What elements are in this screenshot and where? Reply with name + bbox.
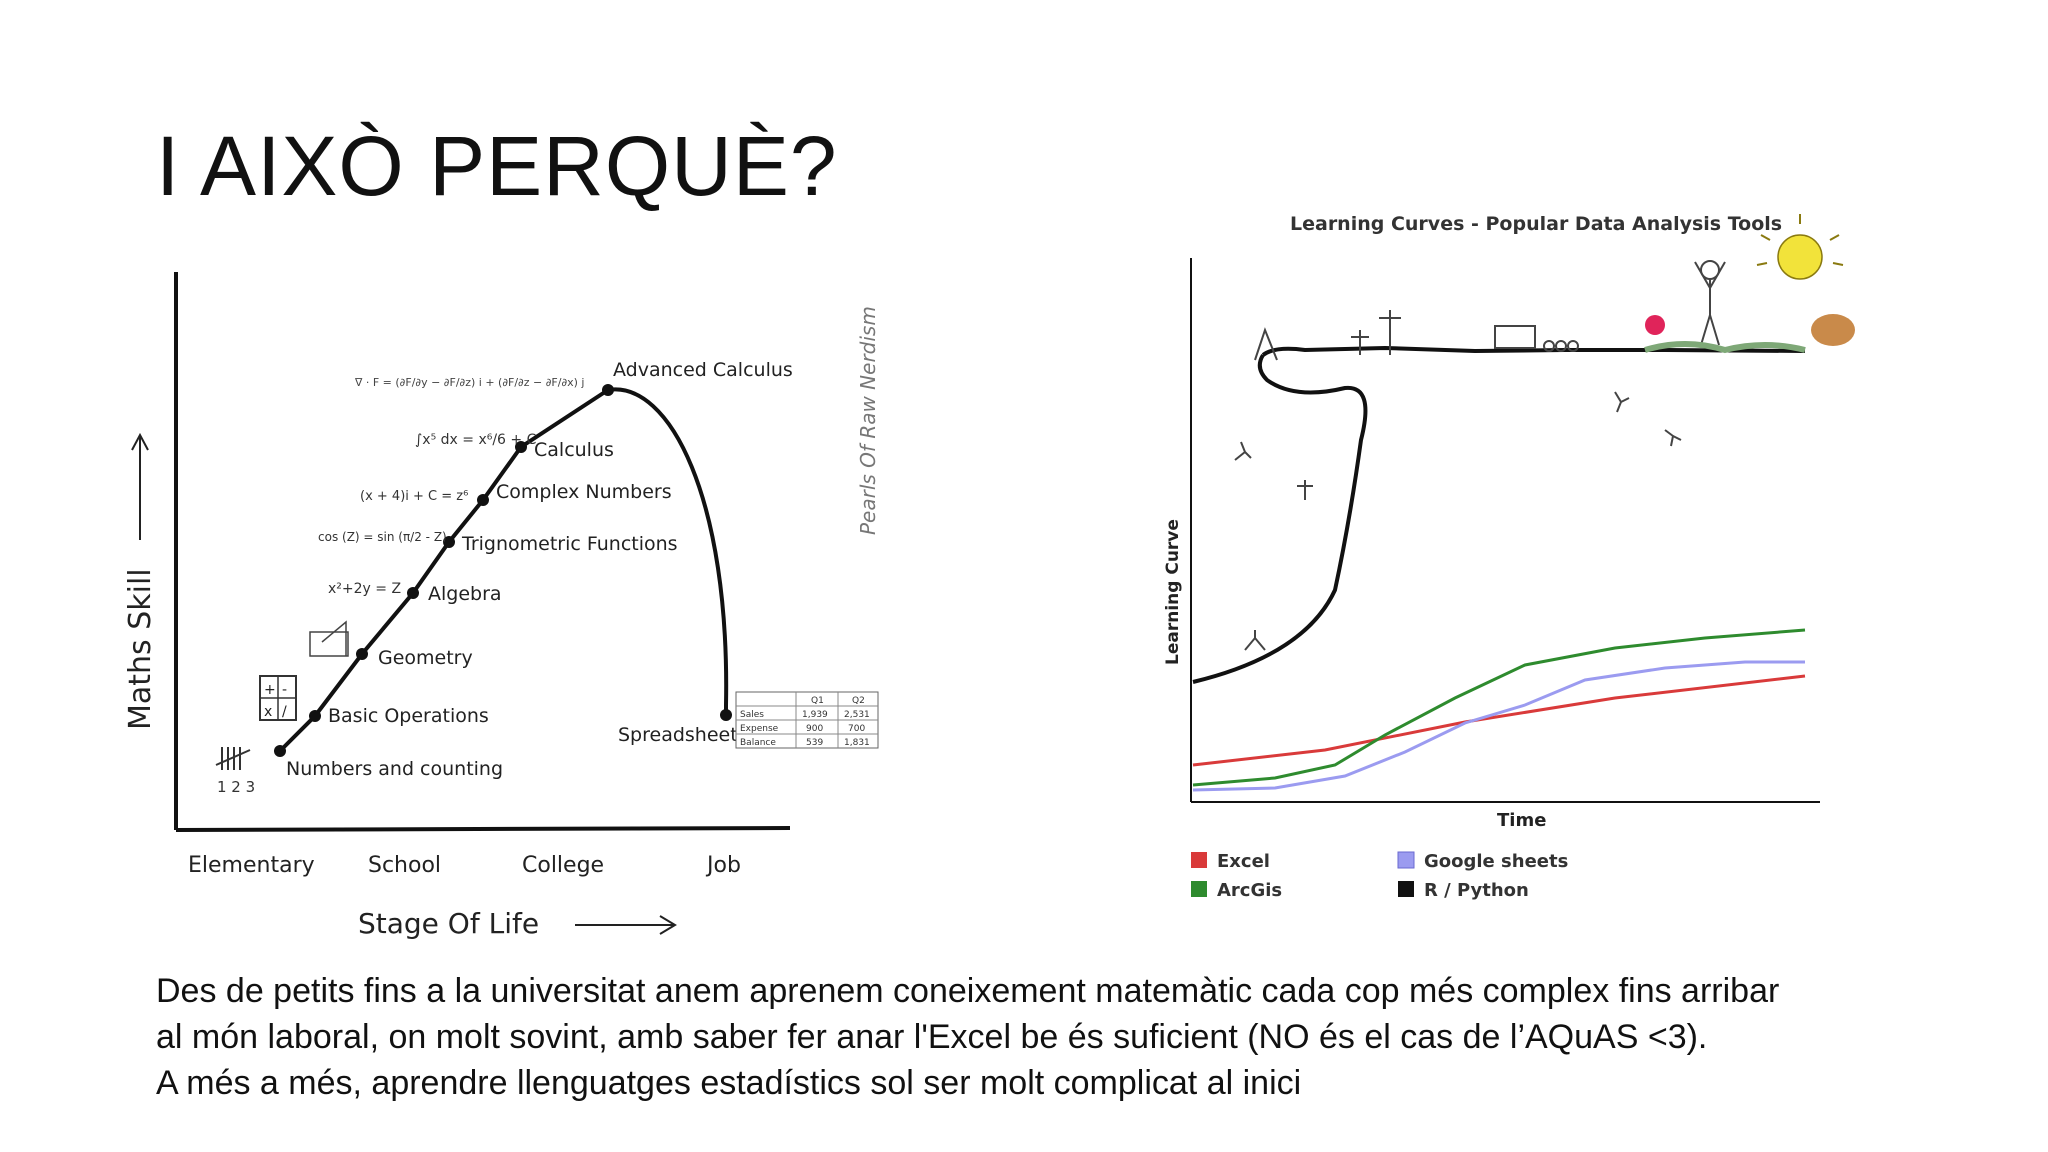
point-label: Complex Numbers [496, 481, 672, 503]
data-point [274, 745, 286, 757]
point-label: Calculus [534, 439, 614, 461]
table-cell: Q2 [852, 696, 865, 706]
geometry-sketch [309, 620, 349, 657]
legend-swatch-r-python [1398, 881, 1414, 897]
legend-swatch-arcgis [1191, 881, 1207, 897]
chart-title: Learning Curves - Popular Data Analysis … [1290, 213, 1782, 235]
data-point [602, 384, 614, 396]
maths-skill-svg: Maths Skill Elementary School College Jo… [123, 272, 880, 940]
body-text: Des de petits fins a la universitat anem… [156, 968, 1956, 1106]
x-tick-label: College [522, 853, 604, 878]
x-tick-label: Elementary [188, 853, 315, 878]
skill-curve [278, 387, 729, 753]
body-line: Des de petits fins a la universitat anem… [156, 972, 1780, 1010]
data-point [515, 441, 527, 453]
point-label: Geometry [378, 647, 473, 669]
operations-box: + - x / [259, 675, 297, 721]
body-line: al món laboral, on molt sovint, amb sabe… [156, 1018, 1708, 1056]
formula: ∇ · F = (∂F/∂y − ∂F/∂z) i + (∂F/∂z − ∂F/… [354, 376, 585, 389]
x-tick-label: Job [705, 853, 741, 878]
data-point [309, 710, 321, 722]
table-cell: Balance [740, 738, 776, 748]
formula: 1 2 3 [217, 778, 255, 796]
svg-text:x: x [264, 704, 272, 720]
data-point [443, 536, 455, 548]
learning-curves-chart: Learning Curves - Popular Data Analysis … [1145, 200, 1885, 920]
data-point [407, 587, 419, 599]
x-axis [175, 826, 791, 832]
body-line: A més a més, aprendre llenguatges estadí… [156, 1064, 1302, 1102]
table-cell: 1,831 [844, 738, 870, 748]
legend-label: Excel [1217, 851, 1270, 872]
maths-skill-chart: Maths Skill Elementary School College Jo… [110, 260, 910, 950]
legend-swatch-google-sheets [1397, 851, 1415, 869]
point-label: Basic Operations [328, 705, 489, 727]
point-label: Numbers and counting [286, 758, 503, 780]
svg-text:+: + [264, 682, 276, 698]
x-axis-label: Stage Of Life [358, 907, 539, 940]
slide-title: I AIXÒ PERQUÈ? [156, 119, 838, 213]
legend-label: Google sheets [1424, 851, 1568, 872]
legend-label: R / Python [1424, 880, 1529, 901]
y-axis-label: Learning Curve [1163, 519, 1183, 665]
legend-swatch-excel [1191, 852, 1207, 868]
formula: cos (Z) = sin (π/2 - Z) [318, 530, 447, 544]
legend: Excel ArcGis Google sheets R / Python [1191, 851, 1568, 901]
formula: (x + 4)i + C = z⁶ [360, 489, 468, 504]
x-tick-label: School [368, 853, 441, 878]
point-label: Spreadsheet [618, 724, 738, 746]
spreadsheet-table: Q1 Q2 Sales 1,939 2,531 Expense 900 700 … [735, 691, 879, 749]
learning-curves-svg: Learning Curves - Popular Data Analysis … [1163, 213, 1855, 901]
table-cell: 900 [806, 724, 823, 734]
data-point [477, 494, 489, 506]
r-python-cliff [1192, 214, 1855, 684]
table-cell: 2,531 [844, 710, 870, 720]
table-cell: Q1 [811, 696, 824, 706]
data-point [720, 709, 732, 721]
series-line-google-sheets [1192, 660, 1805, 792]
y-axis-label: Maths Skill [123, 568, 158, 730]
table-cell: Expense [740, 724, 779, 734]
formula: ∫x⁵ dx = x⁶/6 + C [415, 432, 537, 448]
x-axis-label: Time [1497, 810, 1546, 831]
tally-marks [215, 747, 251, 770]
series-line-excel [1192, 674, 1806, 767]
formula: x²+2y = Z [328, 581, 401, 597]
legend-label: ArcGis [1217, 880, 1282, 901]
table-cell: 1,939 [802, 710, 828, 720]
table-cell: Sales [740, 710, 764, 720]
series-line-arcgis [1192, 628, 1806, 787]
point-label: Trignometric Functions [461, 533, 678, 555]
svg-text:-: - [282, 682, 287, 698]
chart-credit: Pearls Of Raw Nerdism [856, 306, 880, 535]
point-label: Algebra [428, 583, 502, 605]
point-label: Advanced Calculus [613, 359, 793, 381]
table-cell: 539 [806, 738, 823, 748]
table-cell: 700 [848, 724, 865, 734]
svg-text:/: / [282, 704, 287, 720]
data-point [356, 648, 368, 660]
